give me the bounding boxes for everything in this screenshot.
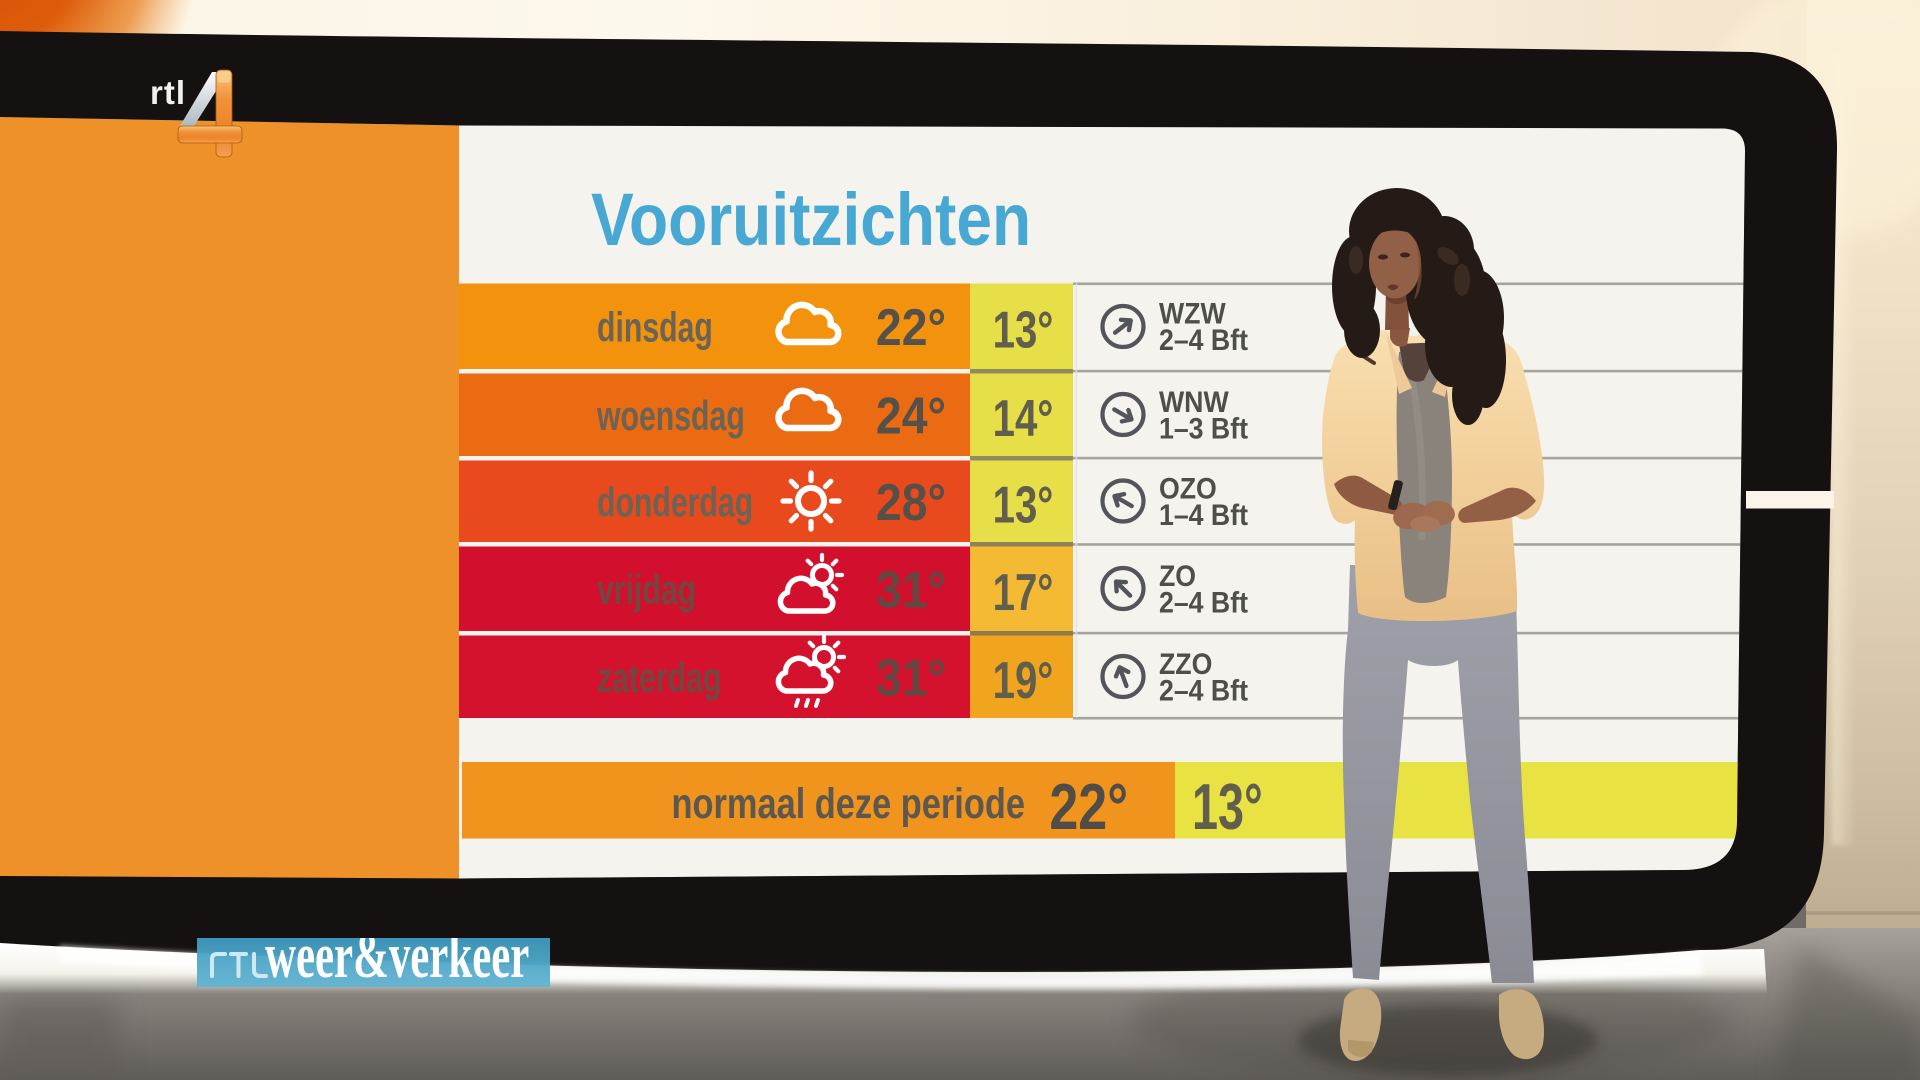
svg-text:zaterdag: zaterdag [597,654,721,701]
svg-text:31°: 31° [876,562,946,619]
svg-text:Vooruitzichten: Vooruitzichten [591,178,1031,261]
svg-text:22°: 22° [876,300,946,357]
svg-text:WNW: WNW [1159,386,1229,420]
svg-text:13°: 13° [993,475,1054,533]
svg-text:2–4 Bft: 2–4 Bft [1159,586,1248,620]
svg-text:normaal deze periode: normaal deze periode [671,780,1025,827]
svg-text:14°: 14° [993,389,1054,447]
svg-text:28°: 28° [876,475,946,532]
svg-text:31°: 31° [876,650,946,707]
svg-text:woensdag: woensdag [596,392,745,439]
svg-text:rtl: rtl [150,74,186,111]
svg-text:1–4 Bft: 1–4 Bft [1159,499,1248,533]
svg-text:weer&verkeer: weer&verkeer [265,919,529,991]
svg-text:2–4 Bft: 2–4 Bft [1159,324,1248,358]
svg-text:WZW: WZW [1159,297,1226,331]
svg-text:2–4 Bft: 2–4 Bft [1159,674,1248,708]
svg-text:dinsdag: dinsdag [597,304,713,351]
svg-text:ZZO: ZZO [1159,648,1212,682]
svg-text:13°: 13° [1192,772,1263,844]
svg-text:vrijdag: vrijdag [597,566,696,613]
svg-text:OZO: OZO [1159,472,1217,506]
svg-text:24°: 24° [876,388,946,445]
svg-text:13°: 13° [993,300,1054,358]
svg-text:1–3 Bft: 1–3 Bft [1159,412,1248,446]
svg-text:19°: 19° [993,651,1054,709]
svg-text:17°: 17° [993,563,1054,621]
svg-text:22°: 22° [1049,772,1128,844]
svg-text:donderdag: donderdag [597,479,753,526]
svg-text:ZO: ZO [1159,560,1196,594]
